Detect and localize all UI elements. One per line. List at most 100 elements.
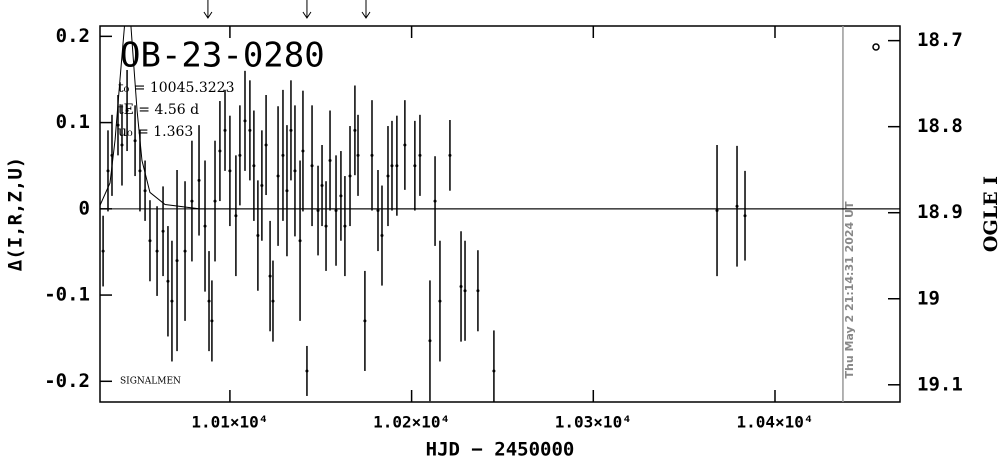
parameter: u₀ = 1.363 (118, 124, 193, 140)
data-point (281, 153, 285, 157)
data-point (305, 369, 309, 373)
data-point (428, 339, 432, 343)
data-point (264, 143, 268, 147)
data-point (276, 174, 280, 178)
chart-title: OB-23-0280 (120, 36, 325, 76)
data-point (380, 234, 384, 238)
data-point (476, 289, 480, 293)
parameter: t₀ = 10045.3223 (118, 80, 234, 96)
data-point (170, 299, 174, 303)
data-point (395, 164, 399, 168)
data-point (218, 149, 222, 153)
data-point (743, 214, 747, 218)
data-point (116, 123, 120, 127)
data-point (353, 128, 357, 132)
data-point (101, 249, 105, 253)
parameter: tE = 4.56 d (118, 102, 199, 118)
data-point (328, 159, 332, 163)
data-point (207, 299, 211, 303)
y-tick-label: -0.2 (44, 370, 90, 392)
data-point (213, 199, 217, 203)
y-tick-label: 0.1 (56, 111, 90, 133)
y2-tick-label: 19 (917, 287, 940, 309)
data-point (256, 234, 260, 238)
data-point (448, 153, 452, 157)
data-point (356, 153, 360, 157)
data-point (148, 239, 152, 243)
y2-axis-label: OGLE I (980, 176, 1002, 252)
data-point (120, 143, 124, 147)
data-point (155, 249, 159, 253)
data-point (438, 299, 442, 303)
data-point (334, 209, 338, 213)
data-point (268, 274, 272, 278)
y2-tick-label: 19.1 (917, 373, 963, 395)
data-point (106, 169, 110, 173)
data-point (298, 239, 302, 243)
data-point (260, 184, 264, 188)
data-point (203, 224, 207, 228)
data-point (339, 194, 343, 198)
data-point (403, 143, 407, 147)
data-point (183, 249, 187, 253)
data-point (320, 184, 324, 188)
y-axis-label: Δ(I,R,Z,U) (5, 157, 27, 271)
data-point (228, 169, 232, 173)
data-point (190, 199, 194, 203)
data-point (316, 209, 320, 213)
data-point (166, 279, 170, 283)
data-point (459, 284, 463, 288)
data-point (310, 164, 314, 168)
arrow (302, 0, 312, 19)
x-tick-label: 1.03×10⁴ (555, 413, 632, 432)
arrow (361, 0, 371, 19)
data-point (343, 224, 347, 228)
data-point (348, 174, 352, 178)
timestamp: Thu May 2 21:14:31 2024 UT (843, 201, 856, 378)
data-point (370, 153, 374, 157)
data-point (223, 128, 227, 132)
data-point (293, 169, 297, 173)
y2-tick-label: 18.7 (917, 29, 963, 51)
data-point (248, 128, 252, 132)
data-point (238, 153, 242, 157)
data-point (143, 189, 147, 193)
data-point (376, 209, 380, 213)
plot-frame (99, 25, 901, 403)
data-point (210, 319, 214, 323)
data-point (271, 299, 275, 303)
data-point (363, 319, 367, 323)
x-tick-label: 1.01×10⁴ (191, 413, 268, 432)
x-axis-label: HJD − 2450000 (426, 439, 575, 459)
data-point (289, 128, 293, 132)
y-tick-label: -0.1 (44, 284, 90, 306)
data-point (161, 229, 165, 233)
data-point (433, 199, 437, 203)
symbol (872, 43, 880, 51)
data-point (138, 169, 142, 173)
data-point (110, 153, 114, 157)
data-point (715, 209, 719, 213)
data-point (243, 119, 247, 123)
y2-tick-label: 18.9 (917, 201, 963, 223)
data-point (492, 369, 496, 373)
note: SIGNALMEN (120, 377, 181, 387)
y-tick-label: 0.2 (56, 25, 90, 47)
data-point (285, 189, 289, 193)
y2-tick-label: 18.8 (917, 115, 963, 137)
data-point (133, 139, 137, 143)
x-tick-label: 1.04×10⁴ (736, 413, 813, 432)
data-point (390, 164, 394, 168)
model-curve (100, 26, 900, 210)
data-point (418, 153, 422, 157)
data-point (324, 224, 328, 228)
data-point (197, 178, 201, 182)
data-point (234, 214, 238, 218)
data-point (301, 149, 305, 153)
data-point (735, 204, 739, 208)
data-point (125, 109, 129, 113)
data-point (413, 164, 417, 168)
data-point (252, 164, 256, 168)
arrow (203, 0, 213, 19)
